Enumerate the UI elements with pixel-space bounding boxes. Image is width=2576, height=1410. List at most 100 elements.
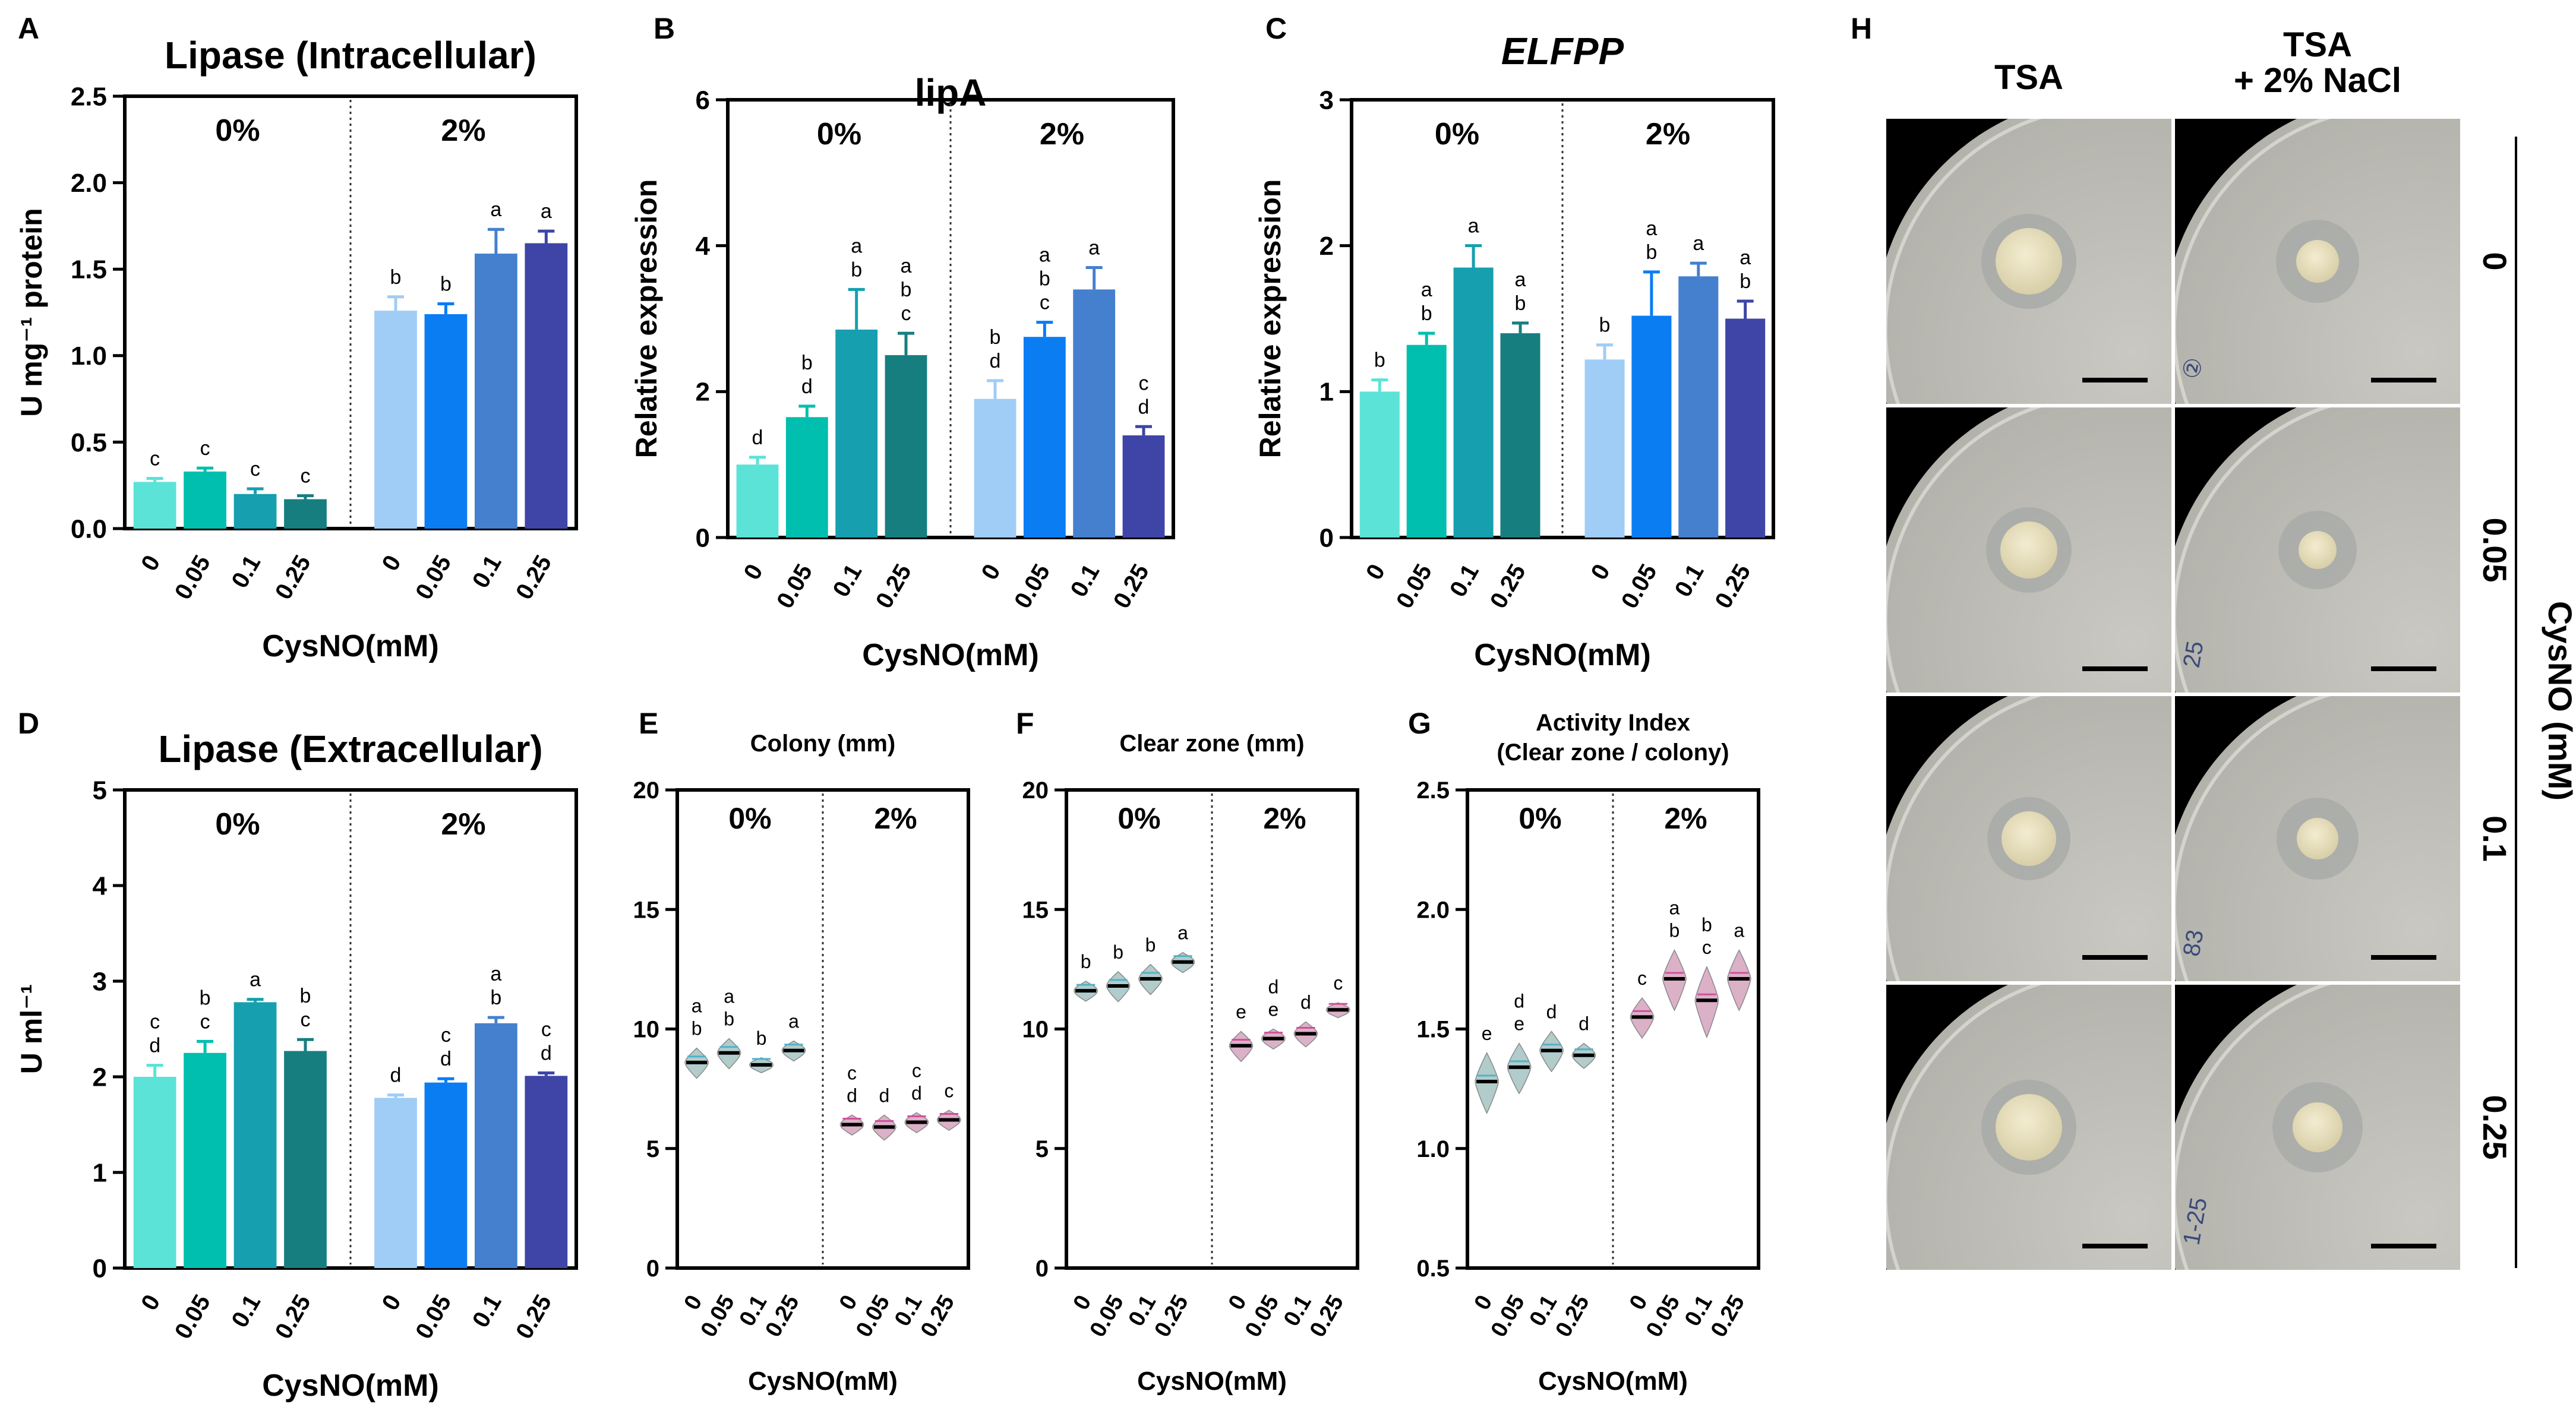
x-tick-label: 0.1: [828, 560, 867, 602]
bar: [1406, 344, 1447, 538]
y-tick-label: 1.5: [71, 255, 107, 284]
y-axis-label: U mg⁻¹ protein: [15, 208, 48, 416]
significance-letter: a: [1421, 279, 1432, 301]
chart-title: Lipase (Intracellular): [165, 34, 536, 77]
plot-frame: [123, 94, 578, 530]
y-tick-label: 2: [696, 378, 710, 407]
panel-g: G Activity Index (Clear zone / colony) 0.5 1…: [1408, 707, 1760, 1396]
panel-letter: C: [1265, 12, 1287, 45]
significance-letter: a: [1734, 920, 1744, 941]
y-tick-label: 1.5: [1416, 1017, 1450, 1043]
significance-letter: b: [1740, 270, 1751, 293]
x-tick-label: 0.05: [1391, 560, 1437, 613]
significance-letter: a: [1039, 244, 1050, 267]
y-tick-label: 0.5: [71, 428, 107, 457]
x-tick-label: 0: [977, 560, 1006, 584]
bar: [475, 253, 517, 529]
panel-letter: G: [1408, 707, 1431, 740]
significance-letter: b: [1113, 941, 1123, 963]
y-axis-label: Relative expression: [1254, 179, 1287, 459]
y-tick-label: 5: [93, 776, 107, 805]
y-tick-label: 2: [93, 1063, 107, 1092]
bar: [133, 482, 176, 529]
significance-letter: d: [752, 426, 763, 449]
plate-photo: [1886, 985, 2171, 1270]
significance-letter: d: [1579, 1013, 1589, 1035]
plate-photo: [1886, 407, 2171, 693]
significance-letter: e: [1236, 1001, 1246, 1023]
significance-letter: a: [490, 963, 501, 985]
y-axis-label: Relative expression: [630, 179, 663, 459]
x-tick-label: 0: [1586, 560, 1615, 584]
significance-letter: c: [1139, 372, 1149, 394]
significance-letter: b: [1421, 302, 1432, 325]
group-label: 0%: [817, 117, 861, 151]
y-tick-label: 3: [1319, 86, 1334, 115]
colony: [2296, 240, 2339, 283]
x-tick-label: 0: [136, 551, 165, 576]
row-label: 0.1: [2476, 815, 2514, 862]
bar: [233, 1002, 277, 1268]
significance-letter: d: [1300, 991, 1311, 1013]
row-label: 0: [2476, 252, 2514, 270]
x-tick-label: 0: [835, 1291, 863, 1314]
significance-letter: a: [788, 1011, 799, 1032]
x-axis-title: CysNO(mM): [1474, 638, 1651, 672]
colony: [2000, 521, 2057, 578]
significance-letter: a: [1740, 246, 1751, 269]
bar: [284, 1051, 327, 1268]
plate-photo: 25: [2175, 407, 2460, 693]
significance-letter: a: [851, 235, 862, 257]
chart-title: lipA: [915, 71, 987, 114]
y-tick-label: 20: [633, 777, 660, 804]
bar: [1500, 333, 1540, 538]
chart-title: Clear zone (mm): [1119, 731, 1304, 757]
significance-letter: d: [1546, 1001, 1557, 1023]
significance-letter: e: [1514, 1013, 1524, 1035]
significance-letter: b: [1374, 349, 1385, 372]
x-tick-label: 0.25: [1706, 1291, 1750, 1342]
x-axis-title: CysNO(mM): [262, 629, 439, 663]
significance-letter: c: [200, 1010, 210, 1033]
significance-letter: b: [1669, 920, 1680, 941]
plot-frame: [123, 788, 578, 1270]
significance-letter: a: [1693, 232, 1704, 255]
significance-letter: c: [1702, 937, 1712, 958]
significance-letter: d: [847, 1085, 857, 1106]
significance-letter: c: [200, 437, 210, 460]
bar: [424, 1082, 468, 1268]
significance-letter: a: [1177, 922, 1188, 944]
panel-letter: B: [654, 12, 675, 45]
bar: [133, 1077, 176, 1268]
chart-title: Colony (mm): [750, 731, 895, 757]
handwritten-mark: 25: [2179, 639, 2209, 669]
plot-frame: [726, 98, 1175, 539]
group-label: 2%: [441, 807, 485, 842]
significance-letter: c: [1040, 292, 1050, 314]
y-tick-label: 5: [646, 1136, 659, 1162]
bar: [1359, 391, 1400, 538]
x-tick-label: 0.05: [170, 1291, 216, 1343]
significance-letter: a: [1515, 268, 1526, 291]
x-tick-label: 0: [377, 1291, 406, 1315]
bar: [736, 464, 779, 538]
x-tick-label: 0: [680, 1291, 708, 1314]
chart-title: ELFPP: [1501, 30, 1624, 72]
x-tick-label: 0.05: [696, 1291, 740, 1342]
x-tick-label: 0.05: [1009, 560, 1055, 613]
significance-letter: b: [1081, 951, 1091, 972]
significance-letter: d: [541, 1042, 552, 1065]
significance-letter: a: [490, 198, 501, 221]
handwritten-mark: 83: [2179, 928, 2209, 958]
x-tick-label: 0: [1470, 1291, 1498, 1314]
plate-photo: 83: [2175, 696, 2460, 981]
bar: [424, 314, 468, 529]
significance-letter: d: [879, 1085, 890, 1106]
x-tick-label: 0.05: [851, 1291, 895, 1342]
significance-letter: c: [541, 1019, 551, 1041]
significance-letter: a: [1088, 237, 1100, 260]
x-tick-label: 0.25: [1150, 1291, 1193, 1342]
significance-letter: b: [1145, 934, 1156, 956]
colony: [2297, 818, 2338, 859]
